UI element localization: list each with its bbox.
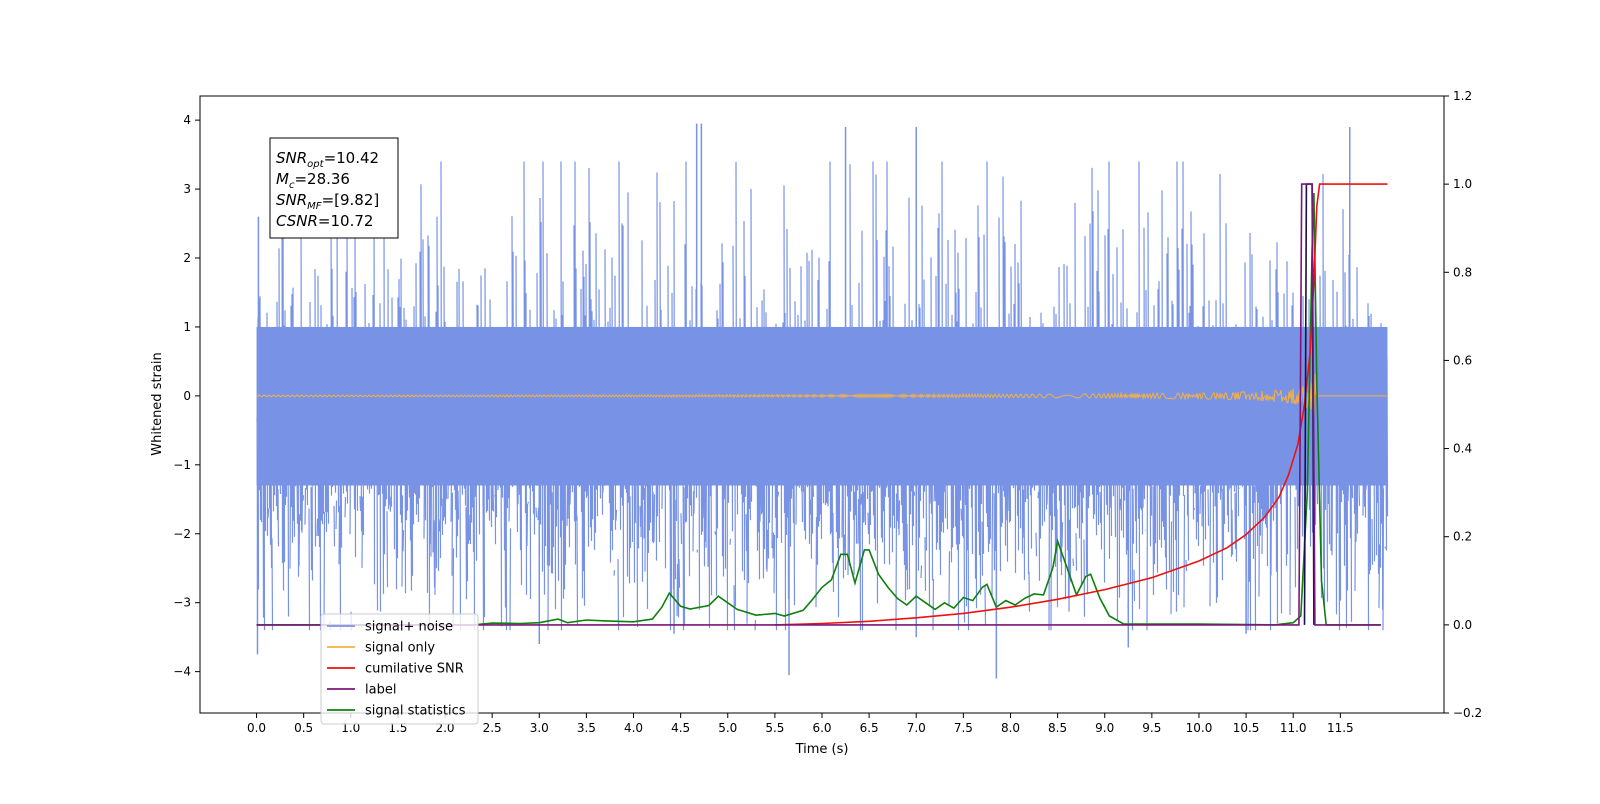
x-tick-label: 6.0 — [812, 721, 831, 735]
x-axis-label: Time (s) — [795, 742, 849, 757]
x-tick-label: 5.0 — [718, 721, 737, 735]
legend-label: signal only — [365, 641, 435, 656]
y2-tick-label: −0.2 — [1453, 706, 1482, 720]
y2-tick-label: 0.2 — [1453, 530, 1472, 544]
legend-label: cumilative SNR — [365, 662, 464, 677]
series-layer — [256, 183, 1388, 626]
x-tick-label: 10.0 — [1186, 721, 1213, 735]
legend-label: signal statistics — [365, 704, 466, 719]
x-tick-label: 4.5 — [671, 721, 690, 735]
legend: signal+ noise signal only cumilative SNR la… — [320, 613, 479, 725]
y-tick-label: 3 — [183, 182, 191, 196]
signal-statistics-line — [256, 192, 1381, 626]
legend-label: signal+ noise — [365, 620, 453, 635]
x-tick-label: 8.5 — [1048, 721, 1067, 735]
y-tick-label: −3 — [173, 596, 191, 610]
signal-noise-series — [256, 123, 1389, 679]
y-tick-label: 4 — [183, 113, 191, 127]
y2-tick-label: 0.4 — [1453, 442, 1472, 456]
annotation-line: CSNR=10.72 — [276, 212, 373, 230]
x-tick-label: 3.5 — [577, 721, 596, 735]
y-tick-label: 1 — [183, 320, 191, 334]
annotation-line: SNRMF=[9.82] — [276, 191, 379, 212]
y-tick-label: −4 — [173, 665, 191, 679]
y-axis-label: Whitened strain — [150, 352, 165, 455]
x-tick-label: 3.0 — [530, 721, 549, 735]
y-tick-label: −1 — [173, 458, 191, 472]
y-tick-label: −2 — [173, 527, 191, 541]
y-tick-label: 2 — [183, 251, 191, 265]
x-tick-label: 7.0 — [907, 721, 926, 735]
annotation-line: Mc=28.36 — [276, 170, 350, 191]
annotation-frame — [269, 137, 399, 239]
legend-label: label — [365, 683, 396, 698]
y-tick-label: 0 — [183, 389, 191, 403]
axes-layer: 0.0 0.5 1.0 1.5 2.0 2.5 3.0 3.5 4.0 4.5 5.0 5.5 6.0 6… — [173, 89, 1482, 735]
x-tick-label: 5.5 — [765, 721, 784, 735]
x-tick-label: 0.0 — [247, 721, 266, 735]
label-line — [256, 183, 1381, 626]
x-tick-label: 9.0 — [1095, 721, 1114, 735]
x-tick-label: 8.0 — [1001, 721, 1020, 735]
y2-tick-label: 1.0 — [1453, 177, 1472, 191]
x-tick-label: 9.5 — [1142, 721, 1161, 735]
x-tick-label: 7.5 — [954, 721, 973, 735]
x-tick-label: 6.5 — [860, 721, 879, 735]
legend-frame — [320, 613, 479, 725]
x-tick-label: 2.5 — [483, 721, 502, 735]
y2-tick-label: 0.8 — [1453, 265, 1472, 279]
y2-tick-label: 1.2 — [1453, 89, 1472, 103]
x-tick-label: 4.0 — [624, 721, 643, 735]
annotation-line: SNRopt=10.42 — [276, 149, 379, 170]
signal-noise-core — [256, 326, 1388, 486]
x-tick-label: 11.0 — [1280, 721, 1307, 735]
x-tick-label: 0.5 — [294, 721, 313, 735]
x-tick-label: 10.5 — [1233, 721, 1260, 735]
y2-tick-label: 0.0 — [1453, 618, 1472, 632]
signal-only-line — [256, 374, 1387, 416]
x-tick-label: 11.5 — [1327, 721, 1354, 735]
y2-tick-label: 0.6 — [1453, 353, 1472, 367]
stats-annotation-box: SNRopt=10.42Mc=28.36SNRMF=[9.82]CSNR=10.… — [269, 137, 399, 239]
